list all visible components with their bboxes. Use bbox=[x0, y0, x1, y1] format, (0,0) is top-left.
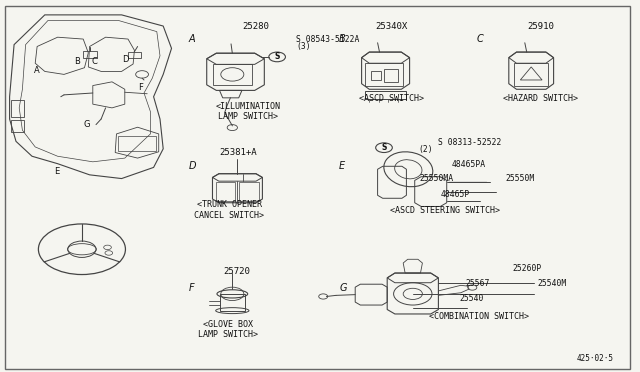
Bar bbox=[11, 100, 24, 117]
Bar bbox=[365, 91, 406, 99]
Text: S: S bbox=[381, 143, 387, 152]
Text: 25550MA: 25550MA bbox=[420, 174, 454, 183]
Text: G: G bbox=[83, 120, 90, 129]
Text: (3): (3) bbox=[296, 42, 311, 51]
Text: 48465PA: 48465PA bbox=[452, 160, 486, 169]
Bar bbox=[384, 69, 398, 82]
Text: F: F bbox=[189, 283, 195, 293]
Text: <GLOVE BOX
LAMP SWITCH>: <GLOVE BOX LAMP SWITCH> bbox=[198, 320, 258, 339]
Text: G: G bbox=[339, 283, 347, 293]
Text: D: D bbox=[189, 161, 196, 170]
Text: <HAZARD SWITCH>: <HAZARD SWITCH> bbox=[503, 94, 579, 103]
Text: B: B bbox=[74, 57, 80, 66]
Text: C: C bbox=[92, 57, 98, 66]
Bar bbox=[220, 294, 245, 311]
Bar bbox=[118, 136, 156, 151]
Text: S: S bbox=[275, 52, 280, 61]
Text: <COMBINATION SWITCH>: <COMBINATION SWITCH> bbox=[429, 312, 529, 321]
Text: 25540: 25540 bbox=[460, 294, 484, 303]
Text: <TRUNK OPENER
CANCEL SWITCH>: <TRUNK OPENER CANCEL SWITCH> bbox=[194, 201, 264, 220]
Text: D: D bbox=[122, 55, 129, 64]
Text: 25280: 25280 bbox=[243, 22, 269, 31]
Text: 25260P: 25260P bbox=[512, 264, 541, 273]
Text: C: C bbox=[477, 34, 484, 44]
Bar bbox=[514, 63, 548, 86]
Text: E: E bbox=[339, 161, 346, 170]
Text: 25550M: 25550M bbox=[506, 174, 535, 183]
Text: 48465P: 48465P bbox=[441, 190, 470, 199]
Text: (2): (2) bbox=[418, 145, 433, 154]
Text: F: F bbox=[138, 83, 143, 92]
Text: 25720: 25720 bbox=[223, 267, 250, 276]
Text: 25540M: 25540M bbox=[538, 279, 567, 288]
Bar bbox=[128, 52, 141, 58]
Text: 25340X: 25340X bbox=[376, 22, 408, 31]
Text: S 08543-5122A: S 08543-5122A bbox=[296, 35, 360, 44]
Text: 425·02·5: 425·02·5 bbox=[577, 355, 614, 363]
Text: <ASCD SWITCH>: <ASCD SWITCH> bbox=[359, 94, 424, 103]
Text: <ILLUMINATION
LAMP SWITCH>: <ILLUMINATION LAMP SWITCH> bbox=[216, 102, 281, 121]
Bar bbox=[371, 71, 381, 80]
Bar bbox=[83, 51, 97, 58]
Text: B: B bbox=[339, 34, 346, 44]
Text: 25567: 25567 bbox=[466, 279, 490, 288]
Bar bbox=[216, 182, 235, 201]
Text: A: A bbox=[189, 34, 195, 44]
Text: 25381+A: 25381+A bbox=[220, 148, 257, 157]
Bar bbox=[11, 120, 24, 132]
Text: 25910: 25910 bbox=[527, 22, 554, 31]
Bar bbox=[239, 182, 259, 201]
Bar bbox=[365, 63, 403, 86]
Text: A: A bbox=[35, 66, 40, 75]
Text: S 08313-52522: S 08313-52522 bbox=[438, 138, 502, 147]
Text: E: E bbox=[54, 167, 59, 176]
Text: <ASCD STEERING SWITCH>: <ASCD STEERING SWITCH> bbox=[390, 206, 500, 215]
Bar bbox=[213, 64, 252, 85]
